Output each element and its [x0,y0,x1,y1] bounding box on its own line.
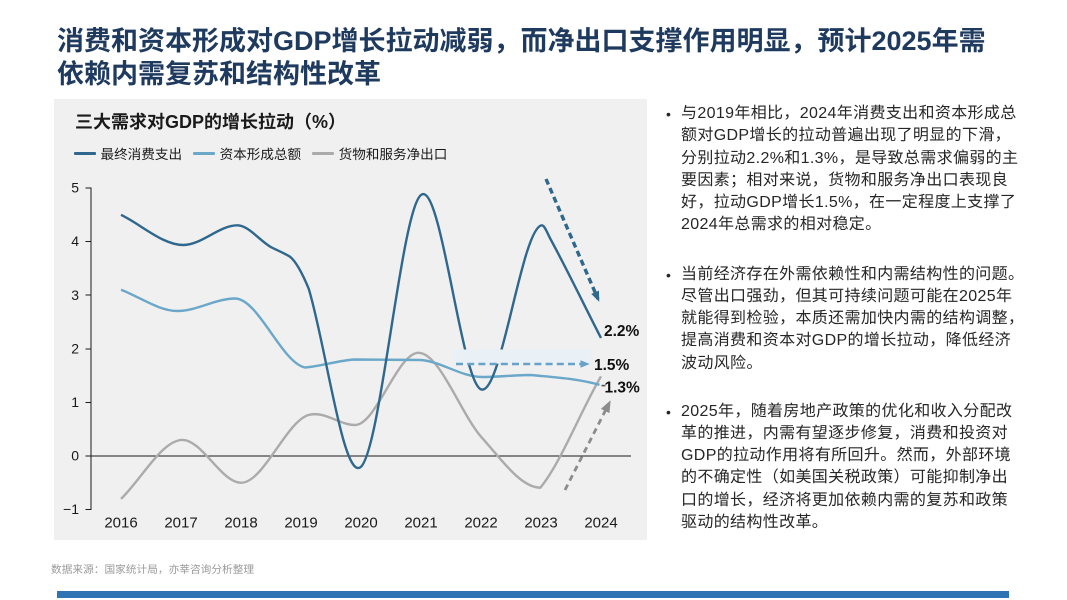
svg-text:2017: 2017 [164,515,197,532]
svg-text:2: 2 [71,340,79,356]
svg-text:2.2%: 2.2% [604,323,640,340]
svg-text:2020: 2020 [344,515,377,532]
svg-text:2018: 2018 [224,515,257,532]
svg-text:2021: 2021 [404,515,437,532]
svg-text:3: 3 [71,287,79,303]
svg-text:2024: 2024 [584,515,617,532]
svg-text:1: 1 [71,394,79,410]
svg-text:4: 4 [71,233,79,249]
svg-text:2022: 2022 [464,515,497,532]
svg-text:5: 5 [71,180,79,196]
svg-text:2023: 2023 [524,515,557,532]
svg-text:2016: 2016 [104,515,137,532]
svg-text:1.5%: 1.5% [594,357,630,374]
svg-text:0: 0 [71,448,79,464]
svg-text:2019: 2019 [284,515,317,532]
svg-text:1.3%: 1.3% [605,380,641,397]
svg-text:−1: −1 [63,501,79,517]
